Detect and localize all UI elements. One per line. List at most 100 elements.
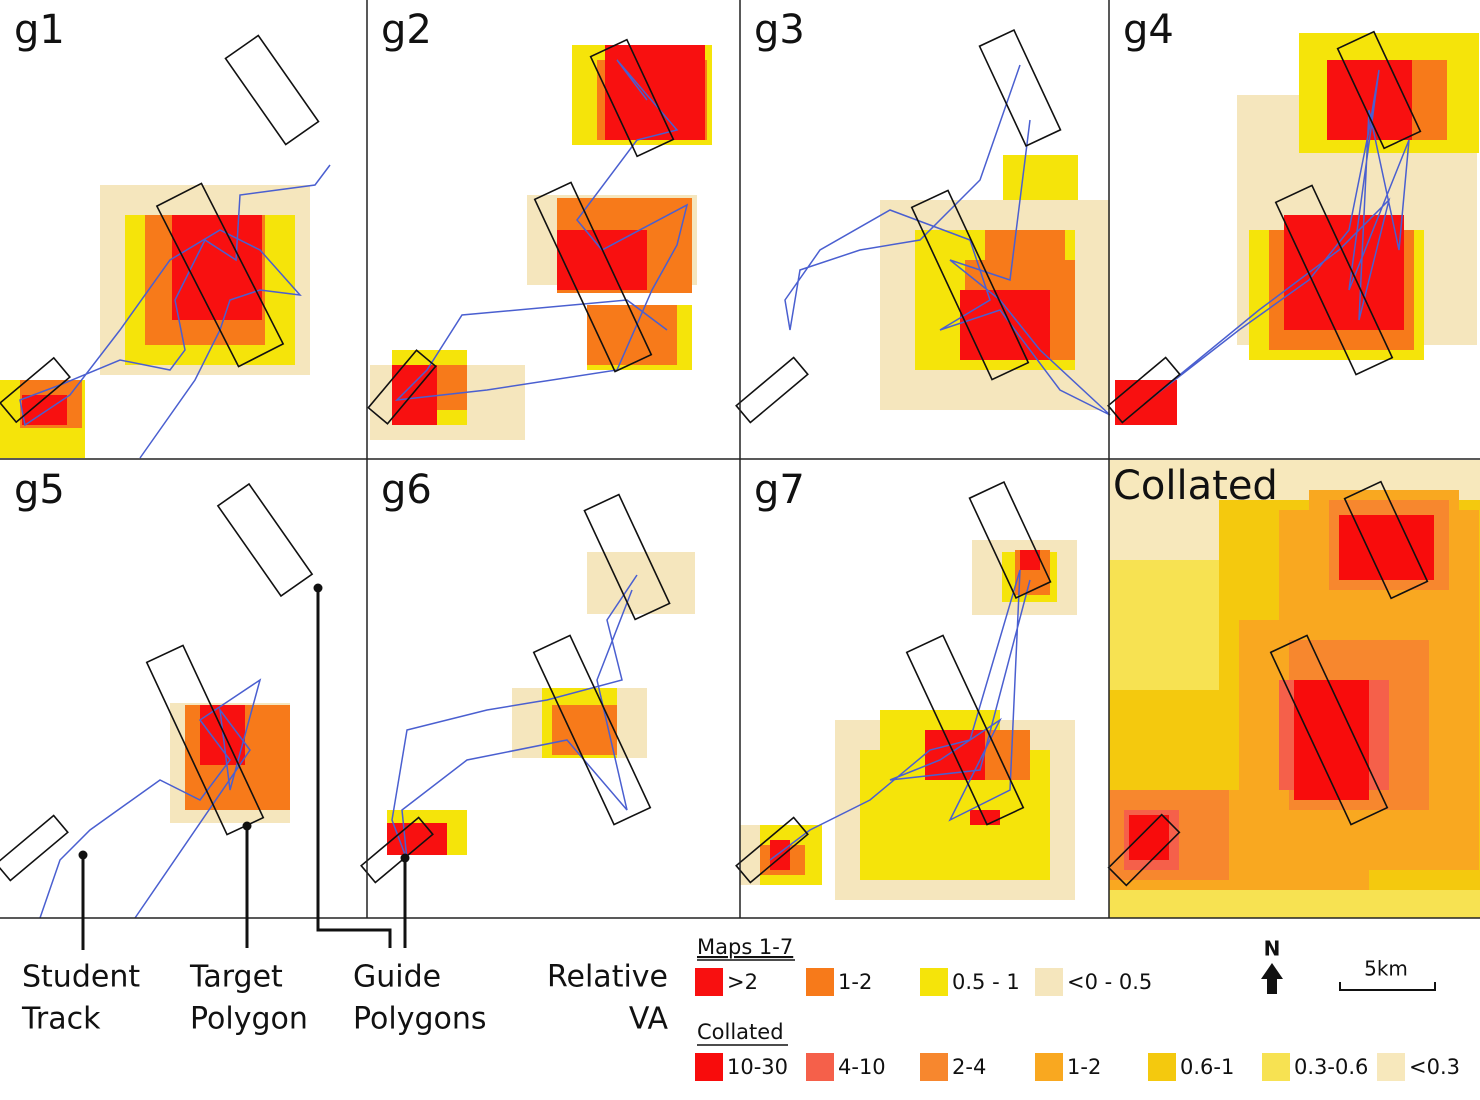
polygon-outline xyxy=(0,814,69,882)
heat-cell xyxy=(605,45,705,140)
legend-swatch xyxy=(695,968,723,996)
callout-text: Student xyxy=(22,960,140,995)
legend-swatch xyxy=(1035,1053,1063,1081)
student-track xyxy=(39,678,262,919)
legend-title: Collated xyxy=(697,1020,784,1044)
legend-swatch xyxy=(920,968,948,996)
heat-cell xyxy=(1003,155,1078,200)
heat-cell xyxy=(960,290,1050,360)
map-panel: Collated xyxy=(1107,460,1480,918)
callout-text: Target xyxy=(189,960,283,995)
student-track xyxy=(19,164,331,459)
polygon-outline xyxy=(910,189,1030,381)
legend-label: <0 - 0.5 xyxy=(1067,970,1152,994)
heat-cell xyxy=(22,395,67,425)
legend-label: 0.6-1 xyxy=(1180,1055,1234,1079)
callout-text: Guide xyxy=(353,960,441,995)
heat-cell xyxy=(392,365,437,425)
legend-label: 0.5 - 1 xyxy=(952,970,1020,994)
polygon-outline xyxy=(155,182,285,368)
heat-cell xyxy=(970,810,1000,825)
heat-cell xyxy=(1020,550,1040,570)
heat-cell xyxy=(1284,215,1404,330)
callout-line xyxy=(316,588,392,948)
heat-cell xyxy=(770,840,790,870)
map-panel: g7 xyxy=(735,467,1077,900)
panels: g1 g2 g3 g4 g5 g6 g7 Collated xyxy=(0,7,1480,919)
polygon-outline xyxy=(978,29,1062,147)
legend-label: 0.3-0.6 xyxy=(1294,1055,1368,1079)
heat-cell xyxy=(1129,815,1169,860)
legend-swatch xyxy=(1377,1053,1405,1081)
polygon-outline xyxy=(1107,813,1181,887)
legend-swatch xyxy=(1262,1053,1290,1081)
map-panel: g2 xyxy=(367,7,712,440)
polygon-outline xyxy=(224,34,320,146)
student-track xyxy=(391,574,638,861)
polygon-outline xyxy=(735,356,809,424)
legend-swatch xyxy=(1148,1053,1176,1081)
legend-label: 4-10 xyxy=(838,1055,886,1079)
polygon-outline xyxy=(532,634,652,826)
heat-cell xyxy=(557,230,647,290)
polygon-outline xyxy=(0,356,71,424)
heat-cell xyxy=(1339,515,1434,580)
polygon-outline xyxy=(735,816,809,884)
legend-swatch xyxy=(920,1053,948,1081)
legend-swatch xyxy=(695,1053,723,1081)
callout-dots xyxy=(78,583,410,863)
polygon-outline xyxy=(583,493,671,621)
panel-label: g6 xyxy=(381,467,432,513)
callout-text: Track xyxy=(21,1002,101,1037)
legend-title: Maps 1-7 xyxy=(697,935,793,959)
panel-label: g1 xyxy=(14,7,65,53)
map-panel: g5 xyxy=(0,467,314,919)
legend-label: 1-2 xyxy=(838,970,872,994)
legend-swatch xyxy=(806,1053,834,1081)
callout-text: Polygon xyxy=(190,1002,308,1037)
polygon-outline xyxy=(589,38,675,158)
map-panel: g3 xyxy=(735,7,1111,424)
polygon-outline xyxy=(1269,634,1389,826)
heat-cell xyxy=(985,230,1065,260)
heat-cell xyxy=(387,823,447,855)
heat-cell xyxy=(172,215,262,320)
student-track xyxy=(769,569,1031,861)
panel-label: g7 xyxy=(754,467,805,513)
panel-label: g4 xyxy=(1123,7,1174,53)
student-track xyxy=(1148,69,1410,401)
panel-label: g5 xyxy=(14,467,65,513)
callout-dot xyxy=(242,821,252,831)
legend-heading: VA xyxy=(629,1002,669,1037)
callout-text: Polygons xyxy=(353,1002,487,1037)
panel-label: Collated xyxy=(1113,463,1278,509)
polygon-outline xyxy=(968,481,1052,599)
polygon-outline xyxy=(1343,480,1429,600)
legend-swatch xyxy=(806,968,834,996)
callout-lines xyxy=(81,588,407,950)
panel-label: g3 xyxy=(754,7,805,53)
map-panel: g1 xyxy=(0,7,331,459)
legend-label: 10-30 xyxy=(727,1055,788,1079)
polygon-outline xyxy=(1336,30,1422,150)
legend: >2 1-2 0.5 - 1 <0 - 0.5 10-30 4-10 2-4 1-2 0.6-1… xyxy=(695,968,1460,1081)
legend-label: 1-2 xyxy=(1067,1055,1101,1079)
polygon-outline xyxy=(367,349,437,425)
map-panel: g6 xyxy=(360,467,695,884)
polygon-outline xyxy=(1107,356,1181,424)
map-panel: g4 xyxy=(1107,7,1479,425)
north-arrow xyxy=(1261,963,1283,994)
student-track xyxy=(394,59,689,401)
polygon-outline xyxy=(216,482,314,598)
north-label: N xyxy=(1264,937,1281,961)
legend-heading: Relative xyxy=(547,960,668,995)
scale-label: 5km xyxy=(1364,957,1408,981)
legend-label: >2 xyxy=(727,970,758,994)
polygon-outline xyxy=(533,181,653,373)
legend-swatch xyxy=(1035,968,1063,996)
panel-label: g2 xyxy=(381,7,432,53)
legend-label: <0.3 xyxy=(1409,1055,1460,1079)
callout-dot xyxy=(313,583,323,593)
legend-label: 2-4 xyxy=(952,1055,986,1079)
